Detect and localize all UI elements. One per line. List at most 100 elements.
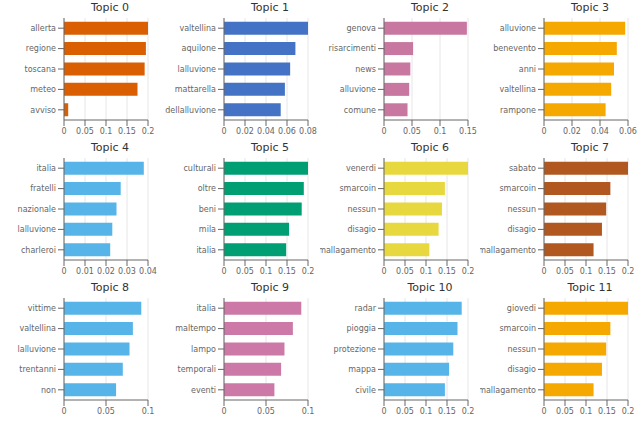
svg-text:italia: italia: [36, 164, 56, 173]
svg-text:0.05: 0.05: [97, 407, 115, 416]
svg-text:disagio: disagio: [347, 225, 376, 234]
svg-text:cmallagamento: cmallagamento: [480, 246, 536, 255]
svg-text:0.2: 0.2: [302, 267, 315, 276]
svg-text:rampone: rampone: [500, 106, 536, 115]
svg-text:0.02: 0.02: [97, 267, 115, 276]
svg-text:0.05: 0.05: [257, 407, 275, 416]
svg-text:0.05: 0.05: [396, 407, 414, 416]
svg-text:0.05: 0.05: [236, 267, 254, 276]
svg-text:0.1: 0.1: [420, 267, 433, 276]
svg-text:0.15: 0.15: [438, 407, 456, 416]
svg-text:nessun: nessun: [508, 345, 536, 354]
svg-text:0.15: 0.15: [278, 267, 296, 276]
svg-text:0.2: 0.2: [142, 127, 155, 136]
svg-text:regione: regione: [26, 44, 56, 53]
svg-text:disagio: disagio: [507, 365, 536, 374]
svg-text:lampo: lampo: [191, 345, 216, 354]
svg-text:cmallagamento: cmallagamento: [320, 246, 376, 255]
svg-text:lalluvione: lalluvione: [18, 225, 57, 234]
svg-text:0.05: 0.05: [396, 267, 414, 276]
svg-text:italia: italia: [196, 304, 216, 313]
svg-text:0.1: 0.1: [420, 407, 433, 416]
svg-text:0.02: 0.02: [563, 127, 581, 136]
svg-text:smarcoin: smarcoin: [499, 184, 536, 193]
svg-text:0.05: 0.05: [403, 127, 421, 136]
svg-text:risarcimenti: risarcimenti: [329, 44, 376, 53]
svg-text:0.2: 0.2: [462, 407, 475, 416]
svg-text:vittime: vittime: [28, 304, 56, 313]
svg-text:charleroi: charleroi: [21, 246, 56, 255]
svg-text:0.04: 0.04: [139, 267, 157, 276]
svg-text:smarcoin: smarcoin: [499, 324, 536, 333]
svg-text:0: 0: [381, 407, 386, 416]
svg-text:benevento: benevento: [493, 44, 536, 53]
svg-text:lalluvione: lalluvione: [178, 65, 217, 74]
svg-text:maltempo: maltempo: [175, 324, 216, 333]
svg-text:0.06: 0.06: [619, 127, 632, 136]
svg-text:valtellina: valtellina: [499, 85, 536, 94]
svg-text:nessun: nessun: [348, 205, 376, 214]
svg-text:0: 0: [541, 267, 546, 276]
svg-text:radar: radar: [355, 304, 377, 313]
svg-text:allerta: allerta: [30, 24, 56, 33]
svg-text:0.1: 0.1: [260, 267, 273, 276]
svg-text:0.04: 0.04: [591, 127, 609, 136]
svg-text:0.08: 0.08: [299, 127, 317, 136]
svg-text:0: 0: [221, 127, 226, 136]
svg-text:lalluvione: lalluvione: [18, 345, 57, 354]
svg-text:smarcoin: smarcoin: [339, 184, 376, 193]
svg-text:alluvione: alluvione: [500, 24, 536, 33]
svg-text:0.15: 0.15: [598, 407, 616, 416]
svg-text:eventi: eventi: [191, 386, 216, 395]
svg-text:alluvione: alluvione: [340, 85, 376, 94]
svg-text:nessun: nessun: [508, 205, 536, 214]
svg-text:0.1: 0.1: [434, 127, 447, 136]
svg-text:0: 0: [61, 267, 66, 276]
svg-text:0: 0: [61, 407, 66, 416]
svg-text:0.02: 0.02: [236, 127, 254, 136]
svg-text:mila: mila: [199, 225, 216, 234]
svg-text:0: 0: [61, 127, 66, 136]
svg-text:culturali: culturali: [183, 164, 216, 173]
svg-text:disagio: disagio: [507, 225, 536, 234]
svg-text:venerdi: venerdi: [346, 164, 376, 173]
svg-text:beni: beni: [199, 205, 216, 214]
svg-text:0.15: 0.15: [598, 267, 616, 276]
svg-text:0.1: 0.1: [142, 407, 155, 416]
svg-text:0.1: 0.1: [580, 407, 593, 416]
svg-text:meteo: meteo: [30, 85, 56, 94]
svg-text:news: news: [355, 65, 376, 74]
svg-text:nazionale: nazionale: [18, 205, 56, 214]
svg-text:0.01: 0.01: [76, 267, 94, 276]
svg-text:sabato: sabato: [509, 164, 536, 173]
svg-text:oltre: oltre: [198, 184, 216, 193]
svg-text:valtellina: valtellina: [179, 24, 216, 33]
svg-text:toscana: toscana: [25, 65, 57, 74]
svg-text:0.1: 0.1: [100, 127, 113, 136]
svg-text:0.15: 0.15: [438, 267, 456, 276]
svg-text:0.05: 0.05: [76, 127, 94, 136]
svg-text:0.05: 0.05: [556, 267, 574, 276]
svg-text:0: 0: [381, 267, 386, 276]
svg-text:aquilone: aquilone: [182, 44, 216, 53]
svg-text:valtellina: valtellina: [19, 324, 56, 333]
svg-text:0: 0: [221, 407, 226, 416]
svg-text:pioggia: pioggia: [347, 324, 377, 333]
svg-text:0.04: 0.04: [257, 127, 275, 136]
svg-text:0.15: 0.15: [459, 127, 477, 136]
svg-text:civile: civile: [355, 386, 376, 395]
svg-text:0.06: 0.06: [278, 127, 296, 136]
svg-text:temporali: temporali: [178, 365, 216, 374]
svg-text:giovedi: giovedi: [507, 304, 536, 313]
svg-text:0.03: 0.03: [118, 267, 136, 276]
svg-text:0: 0: [221, 267, 226, 276]
svg-text:avviso: avviso: [30, 106, 56, 115]
svg-text:mappa: mappa: [348, 365, 376, 374]
svg-text:0: 0: [381, 127, 386, 136]
svg-text:0.1: 0.1: [580, 267, 593, 276]
svg-text:0.2: 0.2: [462, 267, 475, 276]
svg-text:non: non: [41, 386, 56, 395]
svg-text:0: 0: [541, 127, 546, 136]
svg-text:mattarella: mattarella: [175, 85, 216, 94]
svg-text:genova: genova: [346, 24, 376, 33]
